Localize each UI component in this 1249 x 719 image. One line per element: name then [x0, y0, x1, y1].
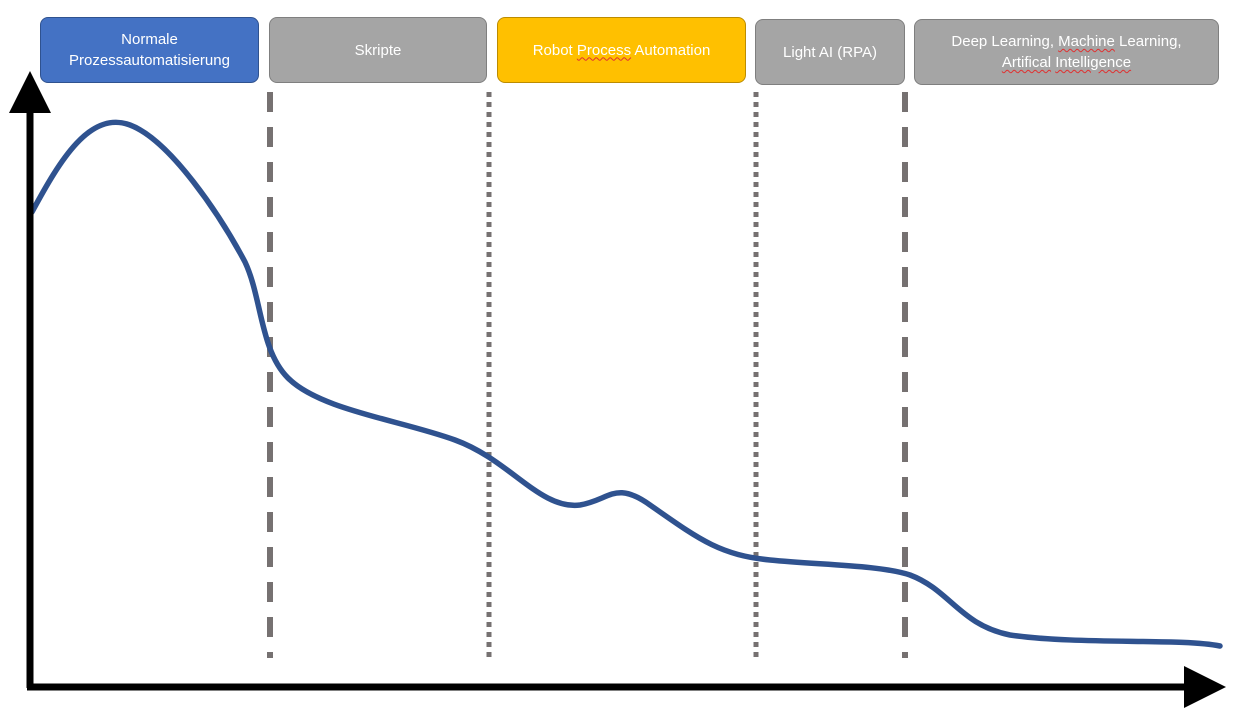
stage-rpa-label-part-3: Automation: [631, 41, 711, 59]
dl-line1-part-2: Machine: [1058, 33, 1115, 50]
stage-deep-learning-label: Deep Learning, Machine Learning, Artific…: [951, 31, 1181, 73]
stage-rpa-label-part-2: Process: [576, 41, 632, 59]
stage-deep-learning-line-2: Artifical Intelligence: [1002, 54, 1131, 71]
stage-light-ai: Light AI (RPA): [755, 19, 905, 85]
dl-line1-part-1: Deep Learning,: [951, 33, 1059, 50]
dl-line1-part-3: Learning,: [1114, 33, 1182, 50]
stage-rpa-label: Robot Process Automation: [533, 40, 711, 61]
stage-light-ai-label: Light AI (RPA): [783, 43, 877, 61]
stage-scripts-label: Skripte: [354, 41, 402, 59]
stage-scripts: Skripte: [269, 17, 487, 83]
stage-normal-automation: Normale Prozessautomatisierung: [40, 17, 259, 83]
stage-deep-learning: Deep Learning, Machine Learning, Artific…: [914, 19, 1219, 85]
dl-line2-part-1: Artifical: [1001, 54, 1052, 71]
automation-curve: [29, 119, 1223, 649]
stage-rpa: Robot Process Automation: [497, 17, 746, 83]
stage-rpa-label-part-1: Robot: [532, 41, 577, 59]
stage-deep-learning-line-1: Deep Learning, Machine Learning,: [951, 33, 1181, 50]
stage-normal-automation-label: Normale Prozessautomatisierung: [69, 31, 230, 69]
dl-line2-part-3: Intelligence: [1055, 54, 1132, 71]
